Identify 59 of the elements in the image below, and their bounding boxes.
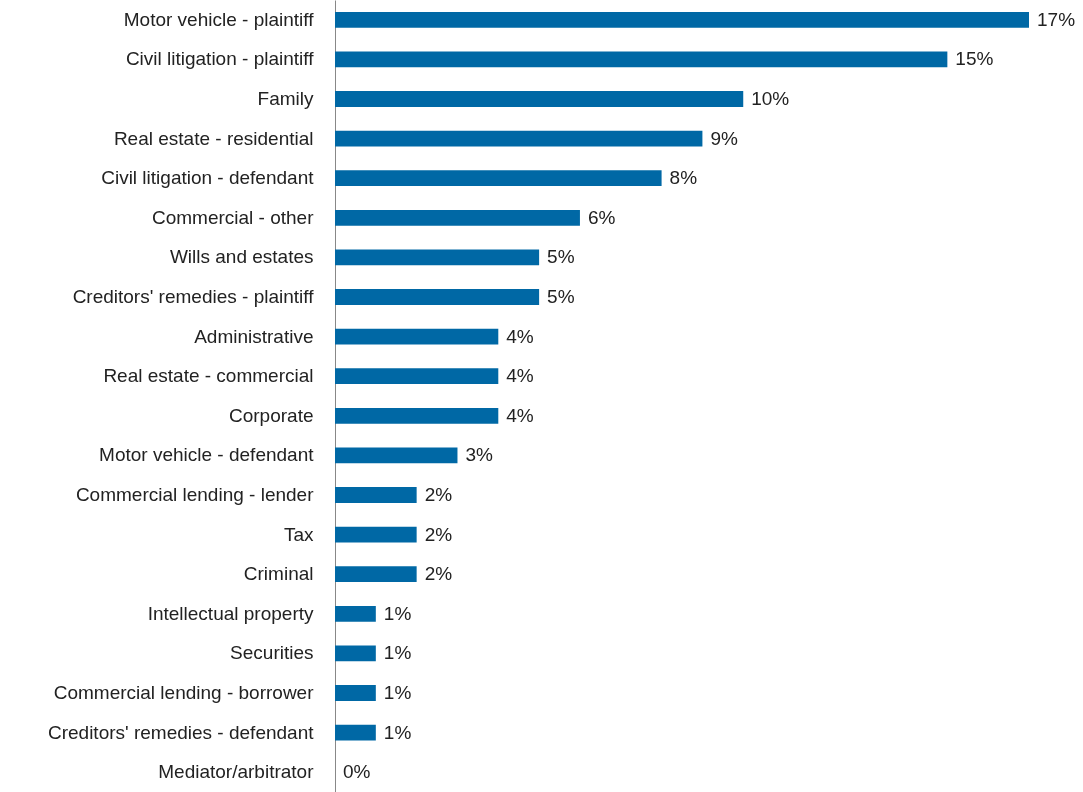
bar <box>335 645 376 662</box>
bar <box>335 328 499 345</box>
y-tick-label: Wills and estates <box>169 246 314 268</box>
data-label: 2% <box>424 484 453 505</box>
bar <box>335 605 376 622</box>
data-label: 9% <box>710 127 738 149</box>
bar <box>335 130 703 147</box>
y-tick-label: Intellectual property <box>147 602 314 624</box>
bar <box>335 51 948 68</box>
bar <box>335 447 458 464</box>
y-tick-label: Real estate - commercial <box>103 365 314 387</box>
data-label: 2% <box>424 523 453 545</box>
y-tick-label: Real estate - residential <box>113 127 314 149</box>
y-tick-label: Criminal <box>243 563 314 585</box>
y-tick-label: Civil litigation - defendant <box>101 167 315 189</box>
data-label: 6% <box>587 206 616 228</box>
data-label: 4% <box>506 325 534 347</box>
y-tick-label: Motor vehicle - defendant <box>99 444 315 466</box>
y-tick-label: Tax <box>283 523 314 545</box>
bar <box>335 566 417 583</box>
bar <box>335 407 499 424</box>
data-label: 15% <box>955 48 994 70</box>
bar <box>335 368 499 385</box>
bar <box>335 487 417 503</box>
y-tick-label: Administrative <box>194 325 314 347</box>
bar <box>335 91 744 107</box>
data-label: 4% <box>506 404 534 426</box>
data-label: 10% <box>751 88 790 109</box>
data-label: 8% <box>669 167 698 189</box>
y-tick-label: Commercial lending - borrower <box>53 682 315 703</box>
bar <box>335 685 376 701</box>
bar <box>335 170 662 187</box>
y-tick-label: Commercial lending - lender <box>75 484 315 505</box>
bar <box>335 209 580 226</box>
data-label: 1% <box>383 602 412 624</box>
y-tick-label: Creditors' remedies - plaintiff <box>72 286 315 307</box>
bar <box>335 289 540 305</box>
y-tick-label: Mediator/arbitrator <box>158 761 315 783</box>
y-tick-label: Securities <box>230 642 314 664</box>
bar <box>335 724 376 741</box>
y-tick-label: Family <box>257 88 314 109</box>
data-label: 4% <box>506 365 534 387</box>
data-label: 5% <box>547 286 575 307</box>
data-label: 1% <box>383 642 412 664</box>
data-label: 1% <box>383 721 412 743</box>
data-label: 5% <box>547 246 575 268</box>
bar <box>335 11 1029 28</box>
y-tick-label: Corporate <box>229 404 314 426</box>
data-label: 2% <box>424 563 453 585</box>
y-tick-label: Creditors' remedies - defendant <box>47 721 315 743</box>
y-tick-label: Civil litigation - plaintiff <box>125 48 315 70</box>
data-label: 17% <box>1037 8 1076 30</box>
data-label: 3% <box>465 444 494 466</box>
data-label: 1% <box>383 682 412 703</box>
bar <box>335 249 540 266</box>
y-tick-label: Motor vehicle - plaintiff <box>123 8 315 30</box>
bar <box>335 526 417 543</box>
data-label: 0% <box>343 761 371 783</box>
y-tick-label: Commercial - other <box>151 206 315 228</box>
